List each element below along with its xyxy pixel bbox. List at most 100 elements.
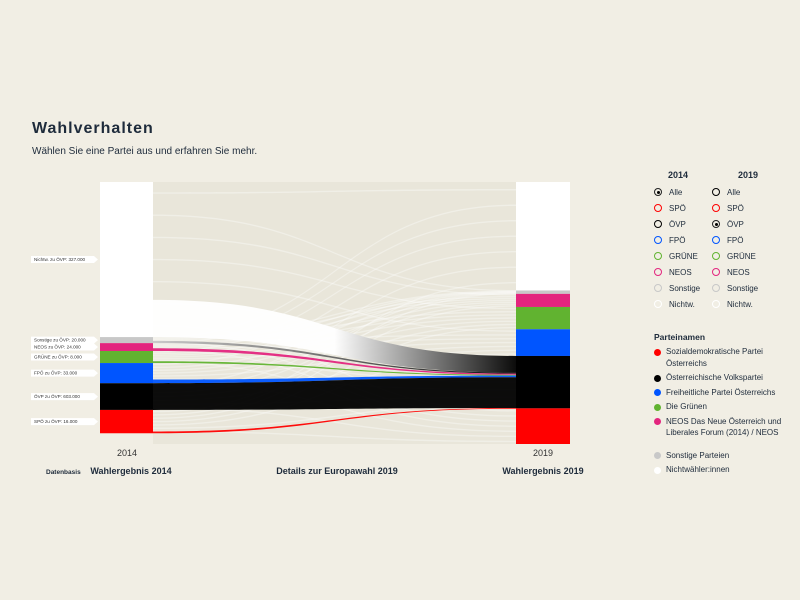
details-label[interactable]: Details zur Europawahl 2019 (276, 466, 398, 476)
radio-button-icon[interactable] (712, 204, 720, 212)
radio-2019-fpoe[interactable]: FPÖ (712, 236, 770, 245)
flow-label-sonstige: Sonstige zu ÖVP: 20.000 (34, 337, 86, 343)
background-flow-spoe-to-spoe (153, 430, 516, 443)
legend-label: Die Grünen (666, 402, 707, 411)
bar-2014-spoe[interactable] (100, 409, 153, 434)
bar-2019 (516, 182, 570, 444)
bar-2019-sonstige[interactable] (516, 290, 570, 294)
legend-item-oesterreichische-volkspartei: Österreichische Volkspartei (654, 372, 794, 384)
background-flow-sonstige-to-neos (153, 295, 516, 340)
color-dot-icon (654, 466, 661, 474)
radio-label: SPÖ (669, 203, 686, 213)
legend-item-freiheitliche-partei-oesterr: Freiheitliche Partei Österreichs (654, 387, 794, 399)
radio-button-icon[interactable] (654, 300, 662, 308)
legend-label: NEOS Das Neue Österreich und Liberales F… (666, 416, 782, 438)
radio-2019-nichtw[interactable]: Nichtw. (712, 300, 770, 309)
legend-item-neos-das-neue-oesterreich-un: NEOS Das Neue Österreich und Liberales F… (654, 416, 794, 439)
radio-label: Nichtw. (727, 299, 753, 309)
color-dot-icon (654, 374, 661, 382)
highlighted-flows (153, 299, 516, 434)
background-flow-nichtw-to-neos (153, 236, 516, 296)
background-flow-spoe-to-oevp (153, 403, 516, 429)
radio-button-icon[interactable] (712, 188, 720, 196)
radio-button-icon[interactable] (712, 220, 720, 228)
result-2019-label[interactable]: Wahlergebnis 2019 (502, 466, 583, 476)
flow-oevp-to-oevp (153, 377, 516, 410)
radio-2014-spoe[interactable]: SPÖ (654, 204, 712, 213)
background-flow-spoe-to-gruene (153, 326, 516, 423)
radio-label: Alle (727, 187, 741, 197)
background-flow-nichtw-to-sonstige (153, 214, 516, 292)
bar-2019-neos[interactable] (516, 293, 570, 307)
radio-2019-neos[interactable]: NEOS (712, 268, 770, 277)
radio-button-icon[interactable] (654, 220, 662, 228)
party-legend-extra: Sonstige Parteien Nichtwähler:innen (654, 450, 794, 476)
flow-tag-neos (31, 343, 98, 351)
radio-2014-oevp[interactable]: ÖVP (654, 220, 712, 229)
color-dot-icon (654, 403, 661, 411)
radio-button-icon[interactable] (712, 236, 720, 244)
radio-button-icon[interactable] (654, 252, 662, 260)
legend-title: Parteinamen (654, 332, 706, 342)
result-2014-label[interactable]: Wahlergebnis 2014 (90, 466, 171, 476)
legend-label: Nichtwähler:innen (666, 465, 730, 474)
radio-2014-nichtw[interactable]: Nichtw. (654, 300, 712, 309)
bar-2014 (100, 182, 153, 434)
legend-item-die-gruenen: Die Grünen (654, 401, 794, 413)
radio-button-icon[interactable] (654, 268, 662, 276)
background-flow-nichtw-to-fpoe (153, 281, 516, 332)
legend-label: Sonstige Parteien (666, 450, 730, 460)
background-flow-nichtw-to-nichtw (153, 189, 516, 194)
radio-button-icon[interactable] (712, 252, 720, 260)
bar-2019-fpoe[interactable] (516, 329, 570, 356)
bar-2019-oevp[interactable] (516, 355, 570, 409)
flow-value-tags: Nichtw. zu ÖVP: 327.000 Sonstige zu ÖVP: … (31, 256, 98, 426)
radio-2019-sonstige[interactable]: Sonstige (712, 284, 770, 293)
bar-2014-nichtw[interactable] (100, 182, 153, 338)
background-flow-gruene-to-nichtw (153, 235, 516, 353)
radio-2014-sonstige[interactable]: Sonstige (654, 284, 712, 293)
radio-button-icon[interactable] (654, 236, 662, 244)
selector-row-neos: NEOS NEOS (654, 264, 794, 280)
radio-2014-fpoe[interactable]: FPÖ (654, 236, 712, 245)
bar-2019-spoe[interactable] (516, 408, 570, 444)
radio-label: NEOS (727, 267, 750, 277)
radio-2019-oevp[interactable]: ÖVP (712, 220, 770, 229)
radio-2014-neos[interactable]: NEOS (654, 268, 712, 277)
selector-row-sonstige: Sonstige Sonstige (654, 280, 794, 296)
radio-label: FPÖ (727, 235, 744, 245)
selector-row-nichtw: Nichtw. Nichtw. (654, 296, 794, 312)
background-flow-oevp-to-fpoe (153, 349, 516, 402)
radio-button-icon[interactable] (712, 284, 720, 292)
selector-row-oevp: ÖVP ÖVP (654, 216, 794, 232)
radio-2019-alle[interactable]: Alle (712, 188, 770, 197)
bar-2014-fpoe[interactable] (100, 363, 153, 384)
flow-label-nichtw: Nichtw. zu ÖVP: 327.000 (34, 256, 86, 262)
radio-2014-alle[interactable]: Alle (654, 188, 712, 197)
radio-button-icon[interactable] (654, 188, 662, 196)
radio-button-icon[interactable] (712, 268, 720, 276)
radio-button-icon[interactable] (654, 284, 662, 292)
bar-2019-nichtw[interactable] (516, 182, 570, 291)
radio-2014-gruene[interactable]: GRÜNE (654, 252, 712, 261)
column-2019-header: 2019 (738, 170, 759, 180)
color-dot-icon (654, 389, 661, 396)
radio-2019-gruene[interactable]: GRÜNE (712, 252, 770, 261)
flow-tag-nichtw (31, 256, 98, 264)
datenbasis-label[interactable]: Datenbasis (46, 469, 81, 476)
party-legend: Sozialdemokratische Partei Österreichs Ös… (654, 346, 794, 439)
legend-gap (654, 442, 794, 450)
legend-item-sonstige-parteien: Sonstige Parteien (654, 450, 794, 462)
radio-2019-spoe[interactable]: SPÖ (712, 204, 770, 213)
bar-2014-sonstige[interactable] (100, 337, 153, 344)
bar-2014-gruene[interactable] (100, 350, 153, 364)
radio-button-icon[interactable] (712, 300, 720, 308)
flow-tag-fpoe (31, 369, 98, 377)
radio-button-icon[interactable] (654, 204, 662, 212)
color-dot-icon (654, 452, 661, 459)
radio-label: Nichtw. (669, 299, 695, 309)
bar-2014-oevp[interactable] (100, 383, 153, 410)
flow-neos-to-oevp (153, 348, 516, 375)
bar-2019-gruene[interactable] (516, 306, 570, 330)
bar-2014-neos[interactable] (100, 343, 153, 351)
